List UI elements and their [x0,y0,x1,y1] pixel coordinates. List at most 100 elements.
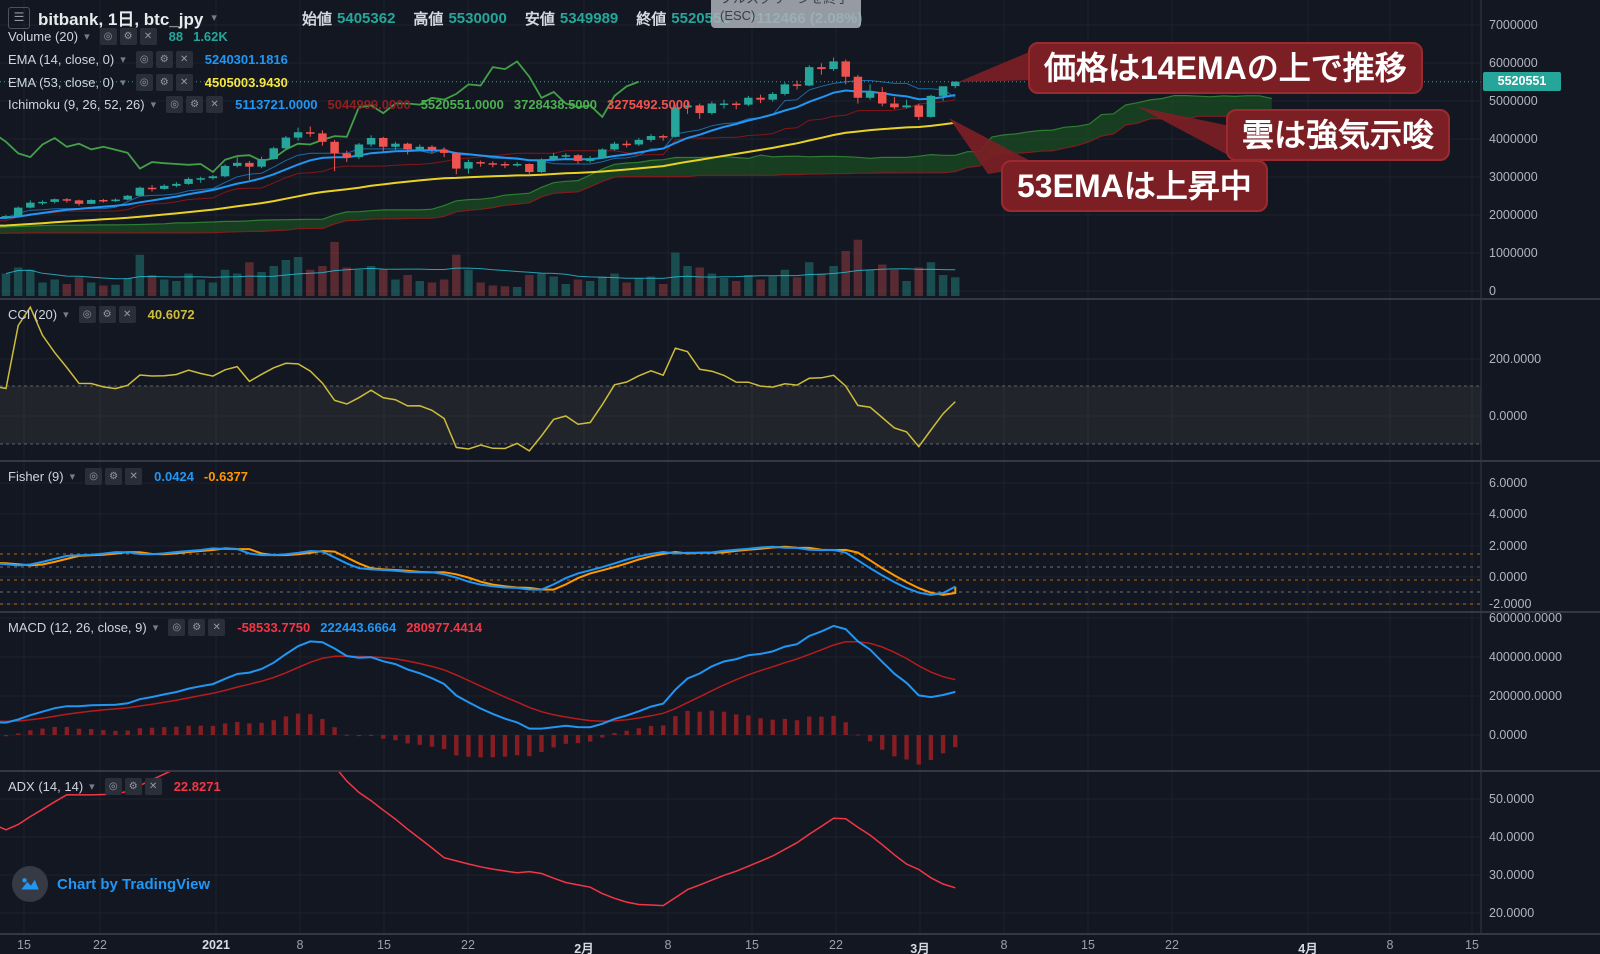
volume-bar [658,284,668,296]
close-icon[interactable]: ✕ [206,96,224,113]
adx-axis-label[interactable]: 20.0000 [1489,906,1535,920]
chevron-down-icon[interactable]: ▾ [152,622,159,634]
close-icon[interactable]: ✕ [125,468,143,485]
layout-menu-icon[interactable]: ☰ [8,6,30,29]
indicator-value: 4505003.9430 [204,75,288,90]
indicator-name-ichimoku[interactable]: Ichimoku (9, 26, 52, 26) [8,97,145,112]
tradingview-logo-icon[interactable] [12,866,48,902]
eye-icon[interactable]: ◎ [104,778,122,795]
macd-histogram-bar [113,730,118,735]
time-axis-label[interactable]: 15 [1465,938,1479,952]
eye-icon[interactable]: ◎ [166,96,184,113]
time-axis-label[interactable]: 3月 [910,942,930,954]
chevron-down-icon[interactable]: ▾ [211,12,217,24]
cci-axis-label[interactable]: 200.0000 [1489,352,1542,366]
eye-icon[interactable]: ◎ [135,51,153,68]
time-axis-label[interactable]: 8 [296,938,304,952]
indicator-name-cci[interactable]: CCI (20) [8,307,58,322]
close-icon[interactable]: ✕ [118,306,136,323]
attribution-text[interactable]: Chart by TradingView [57,875,211,893]
candle-body [159,185,169,189]
indicator-name-macd[interactable]: MACD (12, 26, close, 9) [8,620,147,635]
price-axis-label[interactable]: 1000000 [1489,246,1538,260]
chevron-down-icon[interactable]: ▾ [69,471,76,483]
gear-icon[interactable]: ⚙ [186,96,204,113]
time-axis-label[interactable]: 2021 [202,938,230,952]
candle-body [841,61,850,77]
fisher-axis-label[interactable]: -2.0000 [1489,597,1532,611]
gear-icon[interactable]: ⚙ [155,74,173,91]
time-axis-label[interactable]: 15 [17,938,31,952]
eye-icon[interactable]: ◎ [78,306,96,323]
cci-axis-label[interactable]: 0.0000 [1489,409,1528,423]
volume-bar [926,262,936,296]
time-axis-label[interactable]: 22 [461,938,475,952]
price-axis-label[interactable]: 3000000 [1489,170,1538,184]
price-axis-label[interactable]: 2000000 [1489,208,1538,222]
time-axis-label[interactable]: 22 [829,938,843,952]
adx-axis-label[interactable]: 40.0000 [1489,830,1535,844]
indicator-name-adx[interactable]: ADX (14, 14) [8,779,84,794]
fisher-axis-label[interactable]: 2.0000 [1489,539,1528,553]
time-axis-label[interactable]: 8 [1000,938,1008,952]
macd-axis-label[interactable]: 600000.0000 [1489,611,1562,625]
close-icon[interactable]: ✕ [175,51,193,68]
fisher-axis-label[interactable]: 0.0000 [1489,570,1528,584]
gear-icon[interactable]: ⚙ [98,306,116,323]
close-icon[interactable]: ✕ [144,778,162,795]
gear-icon[interactable]: ⚙ [105,468,123,485]
close-icon[interactable]: ✕ [175,74,193,91]
chevron-down-icon[interactable]: ▾ [84,31,90,43]
candle-body [184,178,193,184]
fisher-axis-label[interactable]: 6.0000 [1489,476,1528,490]
candle-body [731,103,741,106]
chevron-down-icon[interactable]: ▾ [150,99,157,111]
time-axis-label[interactable]: 22 [1165,938,1179,952]
current-price-tag[interactable]: 5520551 [1483,72,1561,91]
chevron-down-icon[interactable]: ▾ [120,54,126,66]
adx-axis-label[interactable]: 50.0000 [1489,792,1535,806]
time-axis-label[interactable]: 15 [377,938,391,952]
gear-icon[interactable]: ⚙ [119,28,137,45]
price-axis-label[interactable]: 0 [1489,284,1496,298]
gear-icon[interactable]: ⚙ [188,619,206,636]
price-axis-label[interactable]: 6000000 [1489,56,1538,70]
indicator-name-fisher[interactable]: Fisher (9) [8,469,64,484]
gear-icon[interactable]: ⚙ [155,51,173,68]
time-axis-label[interactable]: 4月 [1298,942,1318,954]
symbol-title[interactable]: bitbank, 1日, btc_jpy [38,10,204,29]
volume-bar [62,284,72,296]
close-icon[interactable]: ✕ [139,28,157,45]
time-axis-label[interactable]: 15 [1081,938,1095,952]
close-icon[interactable]: ✕ [208,619,226,636]
time-axis-label[interactable]: 2月 [574,942,594,954]
price-axis-label[interactable]: 4000000 [1489,132,1538,146]
time-axis-label[interactable]: 8 [664,938,672,952]
macd-axis-label[interactable]: 200000.0000 [1489,689,1562,703]
fisher-axis-label[interactable]: 4.0000 [1489,507,1528,521]
time-axis-label[interactable]: 8 [1386,938,1394,952]
gear-icon[interactable]: ⚙ [124,778,142,795]
tradingview-attribution[interactable]: Chart by TradingView [12,866,210,902]
eye-icon[interactable]: ◎ [135,74,153,91]
eye-icon[interactable]: ◎ [99,28,117,45]
eye-icon[interactable]: ◎ [168,619,186,636]
indicator-name-ema53[interactable]: EMA (53, close, 0) [8,75,115,90]
adx-axis-label[interactable]: 30.0000 [1489,868,1535,882]
ohlc-value: 5530000 [448,10,507,27]
macd-histogram-bar [734,714,739,735]
indicator-name-volume[interactable]: Volume (20) [8,29,79,44]
chevron-down-icon[interactable]: ▾ [89,781,95,793]
indicator-name-ema14[interactable]: EMA (14, close, 0) [8,52,115,67]
price-axis-label[interactable]: 7000000 [1489,18,1538,32]
eye-icon[interactable]: ◎ [85,468,103,485]
time-axis-label[interactable]: 15 [745,938,759,952]
macd-axis-label[interactable]: 0.0000 [1489,728,1528,742]
chevron-down-icon[interactable]: ▾ [120,77,126,89]
volume-bar [427,282,437,296]
chevron-down-icon[interactable]: ▾ [63,309,69,321]
price-axis-label[interactable]: 5000000 [1489,94,1538,108]
time-axis-label[interactable]: 22 [93,938,107,952]
macd-axis-label[interactable]: 400000.0000 [1489,650,1562,664]
